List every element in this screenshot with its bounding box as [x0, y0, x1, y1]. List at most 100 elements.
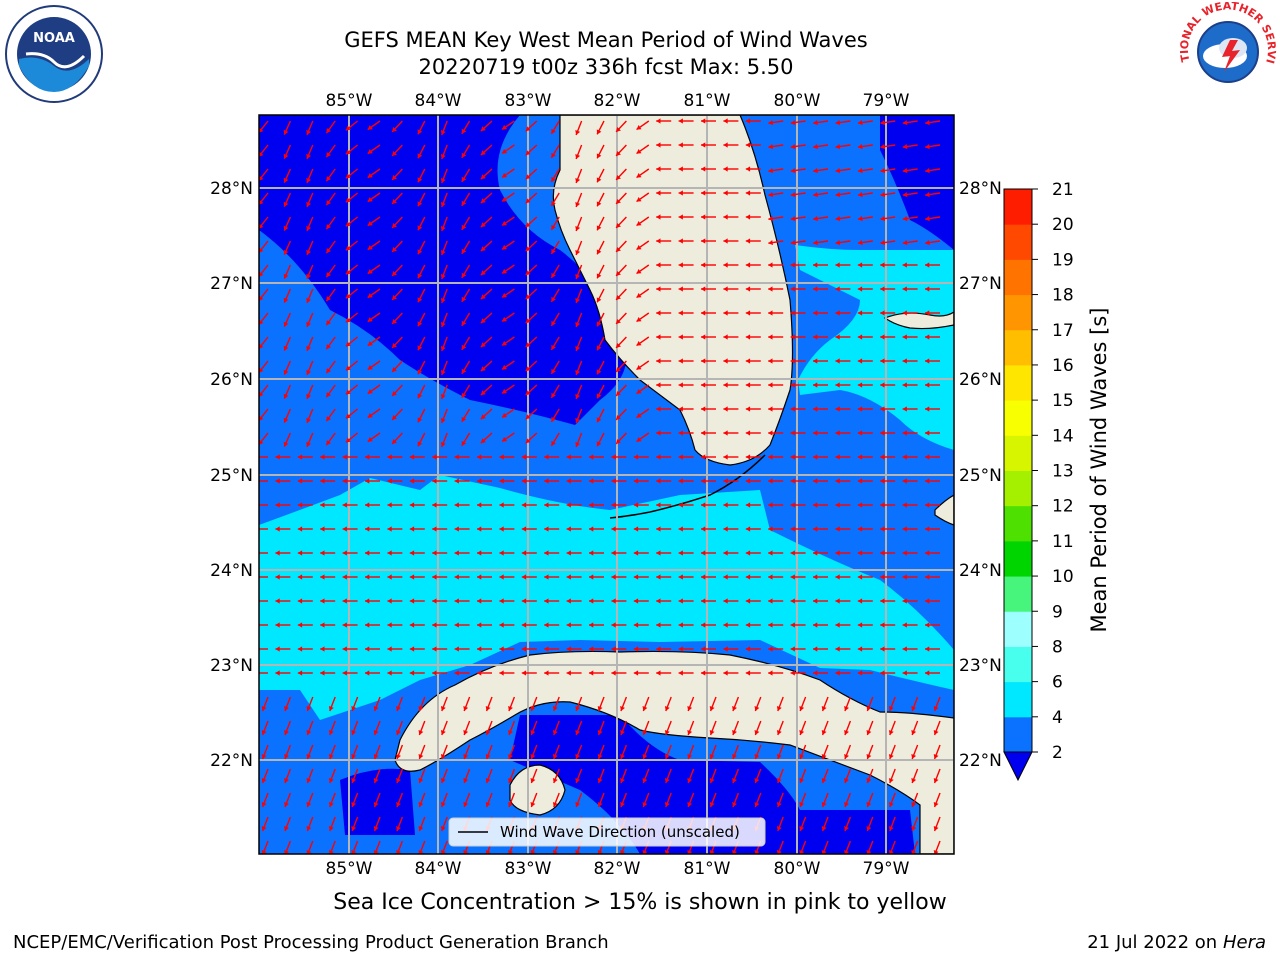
wave-direction-arrowhead: [664, 706, 670, 711]
wave-direction-arrowhead: [835, 382, 840, 388]
wave-direction-arrowhead: [551, 152, 556, 158]
colorbar-tick-label: 2: [1052, 743, 1063, 763]
wave-direction-arrowhead: [633, 622, 639, 628]
wave-direction-arrowhead: [768, 478, 773, 484]
wave-direction-arrowhead: [678, 670, 683, 676]
wave-direction-arrowhead: [392, 127, 397, 132]
wave-direction-arrowhead: [768, 310, 773, 316]
wave-direction-arrowhead: [880, 144, 885, 150]
wave-direction-arrowhead: [813, 502, 818, 508]
wave-direction-arrowhead: [544, 478, 549, 484]
wave-direction-arrowhead: [566, 502, 571, 508]
wave-direction-arrowhead: [306, 730, 312, 735]
wave-direction-arrowhead: [745, 358, 751, 364]
wave-direction-arrowhead: [440, 754, 446, 759]
wave-direction-arrowhead: [745, 142, 751, 148]
wave-direction-arrowhead: [821, 850, 827, 854]
wave-direction-arrowhead: [911, 730, 917, 735]
wave-period-field-under2-sw: [340, 768, 415, 835]
wave-direction-arrowhead: [440, 346, 446, 351]
wave-direction-arrowhead: [525, 438, 531, 444]
wave-direction-arrowhead: [575, 178, 581, 183]
wave-direction-arrowhead: [790, 120, 796, 126]
wave-direction-arrowhead: [552, 802, 558, 807]
wave-direction-arrowhead: [656, 430, 661, 436]
wave-direction-arrowhead: [480, 318, 486, 324]
wave-direction-arrowhead: [367, 269, 373, 274]
wave-direction-arrowhead: [768, 622, 773, 628]
wave-direction-arrowhead: [525, 294, 531, 300]
wave-direction-arrowhead: [461, 344, 467, 350]
wave-direction-arrowhead: [687, 778, 693, 783]
wave-direction-arrowhead: [284, 706, 289, 711]
wave-direction-arrowhead: [678, 142, 683, 148]
wave-direction-arrowhead: [768, 550, 773, 556]
wave-direction-arrowhead: [723, 382, 728, 388]
wave-direction-arrowhead: [342, 454, 347, 460]
wave-direction-arrowhead: [367, 125, 373, 130]
wave-direction-arrowhead: [409, 622, 415, 628]
wave-direction-arrowhead: [790, 216, 796, 222]
wave-direction-arrowhead: [925, 454, 930, 460]
wave-direction-arrowhead: [326, 152, 331, 158]
wave-direction-arrowhead: [320, 646, 325, 652]
wave-direction-arrowhead: [485, 850, 491, 854]
wave-direction-arrowhead: [261, 850, 267, 854]
wave-direction-arrowhead: [857, 550, 863, 556]
wave-direction-arrowhead: [480, 414, 486, 420]
wave-direction-arrowhead: [835, 622, 840, 628]
wave-direction-arrowhead: [306, 201, 312, 207]
wave-direction-arrowhead: [636, 197, 642, 202]
wave-direction-arrowhead: [440, 250, 446, 255]
wave-direction-arrowhead: [768, 598, 773, 604]
wave-direction-arrowhead: [283, 297, 289, 303]
wave-direction-arrowhead: [253, 478, 257, 483]
wave-direction-arrowhead: [485, 730, 491, 735]
wave-direction-arrowhead: [813, 262, 818, 268]
wave-direction-arrowhead: [544, 526, 549, 532]
wave-direction-arrowhead: [701, 142, 706, 148]
wave-direction-arrowhead: [866, 826, 872, 831]
wave-direction-arrowhead: [925, 430, 930, 436]
wave-direction-arrowhead: [701, 118, 706, 124]
wave-direction-arrowhead: [477, 646, 482, 652]
wave-direction-arrowhead: [418, 850, 424, 854]
wave-direction-arrowhead: [790, 646, 795, 652]
wave-direction-arrowhead: [723, 358, 728, 364]
wave-direction-arrowhead: [392, 151, 397, 156]
wave-direction-arrowhead: [745, 454, 751, 460]
wave-direction-arrowhead: [768, 216, 773, 222]
wave-direction-arrowhead: [551, 296, 556, 302]
wave-direction-arrowhead: [440, 130, 446, 135]
wave-direction-arrowhead: [306, 826, 312, 831]
wave-direction-arrowhead: [283, 369, 289, 375]
wave-direction-arrowhead: [392, 391, 397, 396]
wave-direction-arrowhead: [417, 129, 423, 135]
wave-direction-arrowhead: [844, 850, 849, 854]
wave-direction-arrowhead: [709, 802, 715, 807]
colorbar-segment: [1004, 435, 1032, 471]
wave-direction-arrowhead: [525, 318, 531, 324]
wave-direction-arrowhead: [261, 778, 267, 783]
wave-direction-arrowhead: [866, 778, 872, 783]
wave-direction-arrowhead: [857, 192, 863, 198]
lon-tick-label: 85°W: [326, 859, 373, 879]
wave-direction-arrowhead: [745, 310, 751, 316]
bahamas-land: [934, 494, 954, 526]
wave-direction-arrowhead: [723, 670, 728, 676]
wave-direction-arrowhead: [283, 177, 289, 183]
lon-tick-label: 80°W: [774, 859, 821, 879]
wave-direction-arrowhead: [799, 802, 805, 807]
wave-direction-arrowhead: [259, 319, 264, 325]
colorbar-tick-label: 10: [1052, 567, 1074, 587]
colorbar-segment: [1004, 716, 1032, 753]
wave-direction-arrowhead: [678, 286, 683, 292]
wave-direction-arrowhead: [596, 321, 602, 327]
wave-direction-arrowhead: [392, 175, 397, 180]
wave-direction-arrowhead: [723, 238, 728, 244]
wave-direction-arrowhead: [616, 391, 621, 396]
wave-direction-arrowhead: [723, 598, 728, 604]
wave-direction-arrowhead: [633, 646, 639, 652]
wave-direction-arrowhead: [477, 622, 482, 628]
wave-direction-arrowhead: [392, 319, 397, 324]
